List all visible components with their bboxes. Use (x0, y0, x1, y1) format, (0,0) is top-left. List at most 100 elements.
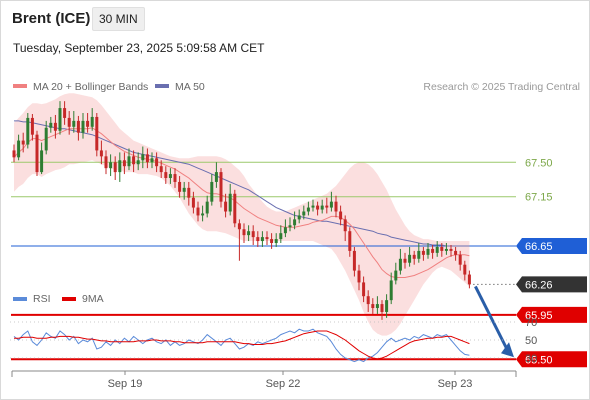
candle-body (463, 264, 467, 275)
candle-body (394, 270, 398, 281)
candle (49, 116, 53, 133)
candle (164, 166, 168, 184)
candle (237, 219, 241, 261)
level-tag-65.95 (516, 306, 587, 323)
candle-body (196, 207, 200, 216)
candle-body (371, 304, 375, 309)
candle (403, 252, 407, 269)
candle (67, 111, 71, 135)
candle (270, 233, 274, 249)
candle (173, 168, 177, 188)
candle-body (104, 156, 108, 169)
candle-body (12, 150, 16, 158)
candle (426, 243, 430, 259)
candle (417, 243, 421, 263)
candle (435, 241, 439, 257)
candle (99, 140, 103, 165)
level-tag-66.65 (516, 237, 587, 254)
candle-body (109, 162, 113, 169)
candle (343, 215, 347, 242)
candle (187, 181, 191, 206)
candle-body (375, 304, 379, 309)
candle-body (380, 304, 384, 312)
candle-body (348, 231, 352, 251)
candle-body (265, 237, 269, 240)
candle (191, 191, 195, 214)
candle (394, 262, 398, 285)
candle-body (256, 237, 260, 242)
rsi-ma-legend-swatch (62, 297, 76, 301)
candle-body (136, 160, 140, 165)
ma20-line (13, 127, 470, 278)
candle-body (224, 201, 228, 212)
candle-body (431, 248, 435, 253)
level-label-67.15: 67.15 (525, 192, 553, 204)
candle-body (164, 172, 168, 179)
timeframe-button[interactable]: 30 MIN (92, 7, 145, 31)
candle (454, 246, 458, 261)
time-tick-label: Sep 23 (438, 378, 473, 390)
candle-body (403, 258, 407, 263)
candle-body (155, 158, 159, 167)
candle-body (408, 254, 412, 263)
candle (256, 231, 260, 247)
candle-body (178, 181, 182, 192)
level-label-66.26: 66.26 (525, 279, 553, 291)
ma50-legend-label: MA 50 (175, 81, 205, 93)
candle-body (26, 117, 30, 145)
candle-body (21, 140, 25, 145)
candle (449, 244, 453, 257)
candle-body (385, 300, 389, 312)
candle (357, 264, 361, 291)
candle-body (279, 233, 283, 240)
candle-body (214, 172, 218, 182)
candle (247, 225, 251, 242)
candle (118, 152, 122, 182)
time-axis: Sep 19 Sep 22 Sep 23 (108, 371, 473, 390)
candle-body (113, 162, 117, 173)
candle-body (306, 207, 310, 212)
candle-body (467, 274, 471, 285)
projection-arrow-head (501, 342, 514, 358)
candle-body (72, 120, 76, 127)
candle (467, 270, 471, 289)
rsi-legend-label: RSI (33, 293, 51, 305)
candle (12, 144, 16, 163)
candle (380, 300, 384, 320)
candle (224, 193, 228, 218)
candle-body (99, 150, 103, 157)
candle (122, 152, 126, 175)
candle (444, 243, 448, 255)
candle-body (449, 248, 453, 251)
time-tick-label: Sep 19 (108, 378, 143, 390)
candle-body (201, 213, 205, 216)
candle (260, 231, 264, 247)
candle (159, 160, 163, 179)
candle (132, 150, 136, 173)
candle (30, 113, 34, 141)
candle-body (316, 205, 320, 210)
chart-header: Brent (ICE) 30 MIN (0, 0, 590, 40)
candle-body (86, 120, 90, 127)
level-label-65.50: 65.50 (525, 354, 553, 366)
candle (297, 209, 301, 224)
candle (233, 189, 237, 228)
candle-body (440, 246, 444, 251)
candle (302, 205, 306, 220)
candle-body (260, 237, 264, 242)
candle-body (53, 122, 57, 131)
candle (334, 195, 338, 218)
candle (40, 142, 44, 175)
candle-body (270, 239, 274, 244)
candle (339, 205, 343, 226)
candle (431, 244, 435, 259)
instrument-title: Brent (ICE) (12, 10, 91, 27)
candle-body (454, 250, 458, 255)
candle-body (334, 201, 338, 212)
price-panel: 67.50 67.15 66.65 66.26 65.95 65.50 (11, 93, 587, 368)
candle (463, 260, 467, 281)
rsi-tick-label-70: 70 (525, 317, 537, 329)
candle-body (150, 158, 154, 163)
candle-body (389, 280, 393, 301)
candle (408, 246, 412, 267)
